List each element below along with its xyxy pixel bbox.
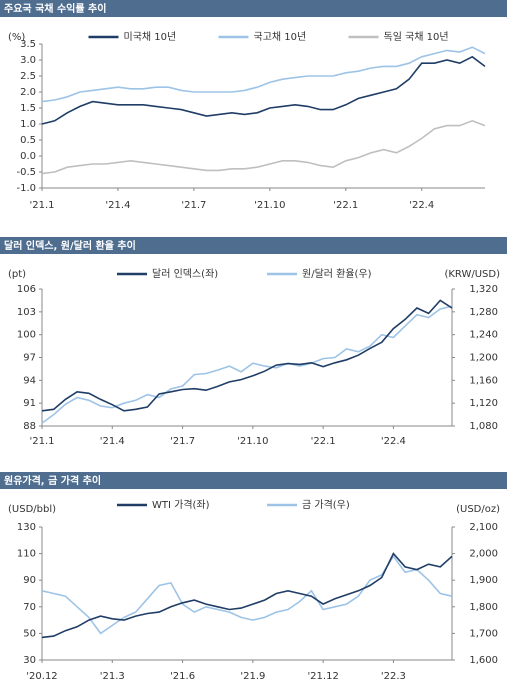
header-bar xyxy=(0,0,507,17)
y-tick-label: 130 xyxy=(17,522,36,533)
y2-tick-label: 1,160 xyxy=(469,375,498,386)
y2-tick-label: 1,700 xyxy=(469,628,498,639)
panel-title: 주요국 국채 수익률 추이 xyxy=(4,2,106,15)
y-tick-label: 100 xyxy=(17,330,36,341)
x-tick-label: '21.4 xyxy=(105,200,130,211)
y2-tick-label: 1,600 xyxy=(469,655,498,666)
y-tick-label: 103 xyxy=(17,307,36,318)
x-tick-label: '21.4 xyxy=(100,436,125,447)
y-tick-label: 106 xyxy=(17,284,36,295)
x-tick-label: '22.4 xyxy=(381,436,406,447)
y-tick-label: 2.5 xyxy=(20,71,36,82)
y-unit: (%) xyxy=(8,32,25,43)
y-tick-label: 70 xyxy=(23,602,36,613)
y2-unit: (KRW/USD) xyxy=(444,269,500,280)
y2-tick-label: 1,280 xyxy=(469,307,498,318)
y2-tick-label: 1,240 xyxy=(469,330,498,341)
series-line xyxy=(41,554,453,635)
series-line xyxy=(41,55,486,125)
series-line xyxy=(41,119,486,175)
y-tick-label: 0.0 xyxy=(20,151,36,162)
x-tick-label: '22.3 xyxy=(381,671,406,682)
x-tick-label: '21.1 xyxy=(29,436,54,447)
legend-label: 금 가격(우) xyxy=(302,498,350,511)
y-tick-label: 88 xyxy=(23,421,36,432)
legend-label: 독일 국채 10년 xyxy=(384,31,449,43)
y-tick-label: 1.5 xyxy=(20,103,36,114)
x-tick-label: '21.12 xyxy=(307,671,338,682)
y-tick-label: 91 xyxy=(23,398,36,409)
y2-tick-label: 1,900 xyxy=(469,575,498,586)
y2-tick-label: 1,800 xyxy=(469,602,498,613)
x-tick-label: '21.7 xyxy=(181,200,206,211)
y-tick-label: 94 xyxy=(23,375,36,386)
x-tick-label: '20.12 xyxy=(26,671,57,682)
y-tick-label: 2.0 xyxy=(20,87,36,98)
legend-label: 원/달러 환율(우) xyxy=(302,268,372,280)
series-line xyxy=(41,305,453,424)
y-tick-label: 50 xyxy=(23,628,36,639)
y2-tick-label: 1,120 xyxy=(469,398,498,409)
x-tick-label: '21.10 xyxy=(254,200,285,211)
x-tick-label: '21.9 xyxy=(240,671,265,682)
y2-tick-label: 2,100 xyxy=(469,522,498,533)
header-bar xyxy=(0,237,507,254)
y2-unit: (USD/oz) xyxy=(456,504,500,515)
y-tick-label: 110 xyxy=(17,549,36,560)
y2-tick-label: 1,320 xyxy=(469,284,498,295)
y-tick-label: 3.5 xyxy=(20,39,36,50)
y-tick-label: -1.0 xyxy=(16,183,36,194)
x-tick-label: '22.1 xyxy=(311,436,336,447)
y-unit: (pt) xyxy=(8,269,26,280)
y-tick-label: 90 xyxy=(23,575,36,586)
x-tick-label: '21.7 xyxy=(170,436,195,447)
x-tick-label: '22.1 xyxy=(333,200,358,211)
x-tick-label: '21.6 xyxy=(170,671,195,682)
y-tick-label: 0.5 xyxy=(20,135,36,146)
series-line xyxy=(41,299,453,412)
panel-title: 원유가격, 금 가격 추이 xyxy=(4,474,101,487)
series-line xyxy=(41,46,486,103)
y-tick-label: 1.0 xyxy=(20,119,36,130)
x-tick-label: '21.3 xyxy=(100,671,125,682)
x-tick-label: '22.4 xyxy=(409,200,434,211)
legend-label: 달러 인덱스(좌) xyxy=(152,268,218,280)
panel-title: 달러 인덱스, 원/달러 환율 추이 xyxy=(4,239,136,252)
x-tick-label: '21.10 xyxy=(237,436,268,447)
header-bar xyxy=(0,472,507,489)
y2-tick-label: 1,080 xyxy=(469,421,498,432)
y-tick-label: -0.5 xyxy=(16,167,36,178)
legend-label: WTI 가격(좌) xyxy=(152,498,210,511)
y-tick-label: 97 xyxy=(23,353,36,364)
y-tick-label: 30 xyxy=(23,655,36,666)
y2-tick-label: 1,200 xyxy=(469,353,498,364)
y2-tick-label: 2,000 xyxy=(469,549,498,560)
legend-label: 미국채 10년 xyxy=(124,31,177,43)
y-unit: (USD/bbl) xyxy=(8,504,56,515)
series-line xyxy=(41,552,453,639)
y-tick-label: 3.0 xyxy=(20,55,36,66)
x-tick-label: '21.1 xyxy=(29,200,54,211)
legend-label: 국고채 10년 xyxy=(254,31,307,43)
